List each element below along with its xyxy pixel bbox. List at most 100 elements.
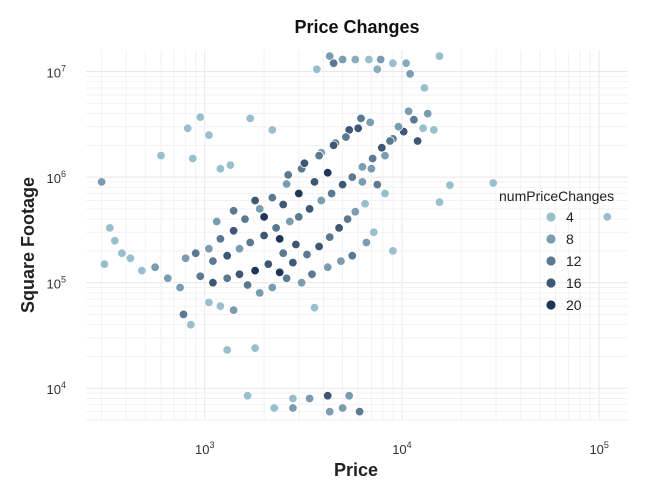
data-point bbox=[215, 301, 226, 311]
data-point bbox=[99, 259, 110, 269]
data-point bbox=[419, 83, 430, 93]
data-point bbox=[304, 204, 315, 214]
data-point bbox=[250, 343, 260, 353]
data-points bbox=[96, 51, 613, 417]
legend-key bbox=[545, 211, 557, 223]
data-point bbox=[377, 142, 387, 153]
data-point bbox=[418, 123, 428, 134]
data-point bbox=[259, 230, 269, 241]
legend-label: 4 bbox=[566, 209, 574, 225]
legend-label: 20 bbox=[566, 297, 582, 313]
y-tick-label: 105 bbox=[47, 275, 66, 292]
data-point bbox=[302, 249, 312, 260]
data-point bbox=[288, 403, 298, 413]
data-point bbox=[288, 257, 298, 268]
data-point bbox=[409, 114, 419, 125]
data-point bbox=[271, 223, 281, 233]
data-point bbox=[275, 267, 285, 278]
data-point bbox=[405, 69, 415, 79]
data-point bbox=[337, 179, 348, 190]
data-point bbox=[222, 250, 232, 261]
data-point bbox=[380, 150, 390, 161]
data-point bbox=[275, 234, 285, 244]
legend-label: 8 bbox=[566, 231, 574, 247]
data-point bbox=[195, 271, 206, 282]
data-point bbox=[328, 140, 339, 151]
data-point bbox=[445, 180, 455, 190]
data-point bbox=[434, 197, 445, 207]
data-point bbox=[388, 58, 398, 68]
data-point bbox=[364, 54, 374, 65]
data-point bbox=[255, 288, 265, 298]
data-point bbox=[307, 269, 317, 280]
data-point bbox=[96, 177, 107, 187]
data-point bbox=[105, 223, 115, 233]
data-point bbox=[314, 241, 324, 252]
data-point bbox=[259, 212, 269, 222]
legend-key bbox=[545, 255, 557, 267]
data-point bbox=[267, 282, 278, 293]
data-point bbox=[347, 250, 358, 261]
data-point bbox=[337, 403, 348, 413]
data-point bbox=[434, 51, 445, 61]
data-point bbox=[361, 237, 372, 248]
data-point bbox=[353, 123, 363, 134]
tick-labels: 103 104 105 104 105 106 107 bbox=[47, 64, 609, 457]
legend-label: 16 bbox=[566, 275, 582, 291]
data-point bbox=[204, 243, 214, 254]
data-point bbox=[278, 248, 288, 258]
data-point bbox=[208, 278, 218, 288]
data-point bbox=[117, 248, 127, 258]
data-point bbox=[283, 170, 293, 180]
data-point bbox=[602, 212, 613, 222]
legend-label: 12 bbox=[566, 253, 582, 269]
data-point bbox=[328, 58, 339, 68]
data-point bbox=[360, 198, 370, 209]
data-point bbox=[281, 273, 292, 284]
data-point bbox=[366, 163, 377, 174]
data-point bbox=[225, 160, 236, 170]
data-point bbox=[242, 391, 253, 401]
data-point bbox=[288, 393, 298, 404]
data-point bbox=[291, 239, 301, 250]
x-axis-title: Price bbox=[334, 460, 378, 480]
y-axis-title: Square Footage bbox=[18, 177, 38, 313]
data-point bbox=[365, 117, 375, 128]
data-point bbox=[255, 204, 265, 214]
data-point bbox=[296, 278, 307, 288]
data-point bbox=[222, 345, 232, 355]
data-point bbox=[372, 64, 383, 75]
data-point bbox=[267, 125, 278, 135]
data-point bbox=[380, 188, 390, 199]
data-point bbox=[323, 167, 333, 178]
data-point bbox=[488, 178, 498, 188]
data-point bbox=[204, 297, 214, 308]
data-point bbox=[188, 153, 198, 164]
data-point bbox=[342, 214, 353, 224]
data-point bbox=[137, 265, 147, 276]
data-point bbox=[125, 253, 136, 263]
data-point bbox=[309, 177, 320, 187]
data-point bbox=[182, 123, 193, 134]
data-point bbox=[304, 393, 315, 404]
data-point bbox=[267, 192, 278, 203]
data-point bbox=[388, 246, 398, 256]
x-tick-label: 103 bbox=[195, 440, 214, 457]
data-point bbox=[215, 163, 226, 174]
data-point bbox=[245, 237, 255, 248]
data-point bbox=[341, 132, 351, 142]
data-point bbox=[354, 406, 365, 417]
data-point bbox=[285, 216, 295, 227]
data-point bbox=[263, 259, 274, 269]
y-tick-label: 107 bbox=[47, 64, 66, 81]
data-point bbox=[281, 179, 292, 189]
data-point bbox=[323, 391, 333, 401]
data-point bbox=[228, 226, 239, 236]
data-point bbox=[240, 214, 250, 224]
data-point bbox=[208, 256, 218, 266]
data-point bbox=[278, 199, 288, 210]
data-point bbox=[326, 188, 337, 199]
data-point bbox=[367, 153, 378, 164]
data-point bbox=[401, 58, 411, 68]
y-tick-label: 106 bbox=[47, 169, 66, 186]
